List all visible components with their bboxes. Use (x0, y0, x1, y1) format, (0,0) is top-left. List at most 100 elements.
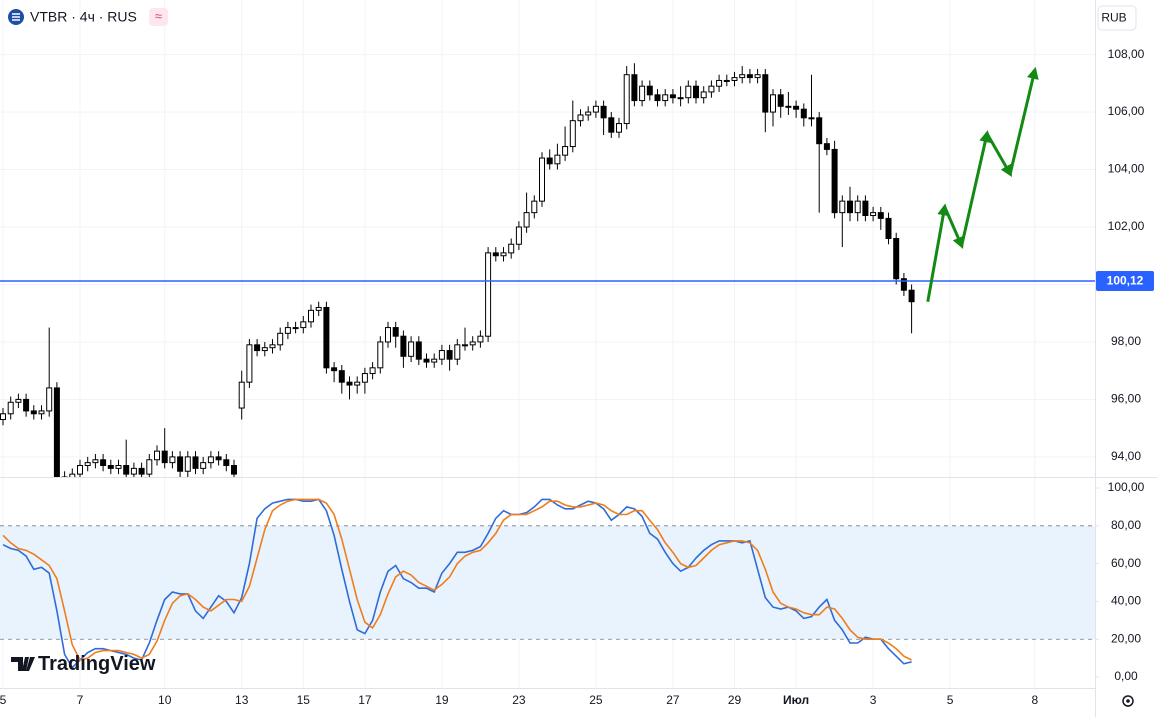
y2-tick-label: 100,00 (1108, 480, 1145, 494)
candle-body (746, 74, 753, 79)
candle-body (808, 117, 815, 120)
x-tick-label: 5 (947, 693, 954, 707)
candle-body (693, 85, 699, 99)
candle-body (477, 335, 484, 343)
candle-body (669, 94, 676, 99)
candle-body (800, 108, 807, 119)
candle-body (562, 146, 569, 156)
y-tick-label: 106,00 (1108, 104, 1145, 118)
x-tick-label: 17 (358, 693, 372, 707)
candle-body (277, 332, 284, 346)
candle-body (100, 459, 107, 467)
candle-body (377, 341, 384, 369)
candle-body (500, 252, 507, 257)
candle-body (754, 74, 761, 79)
oscillator-pane (0, 498, 1095, 669)
y2-tick-label: 80,00 (1111, 518, 1141, 532)
watermark: TradingView (38, 653, 156, 675)
logo-mark (11, 657, 35, 671)
candle-body (662, 94, 669, 102)
candle-body (146, 459, 153, 475)
candle-body (893, 238, 900, 280)
candle-body (323, 306, 330, 369)
currency-button[interactable] (1097, 5, 1137, 31)
candle-body (207, 456, 214, 464)
candle-body (531, 200, 538, 214)
candle-body (53, 387, 60, 477)
candle-body (408, 341, 415, 357)
candle-body (685, 85, 692, 99)
candle-body (30, 410, 37, 415)
candle-body (46, 387, 53, 412)
oscillator-line (2, 498, 912, 661)
candle-body (84, 462, 91, 467)
candle-body (92, 459, 99, 464)
x-tick-label: 13 (235, 693, 249, 707)
candle-body (546, 157, 553, 165)
candle-body (554, 154, 561, 165)
candle-body (38, 410, 45, 415)
candle-body (123, 465, 130, 475)
candle-body (423, 358, 430, 363)
candle-body (785, 105, 792, 108)
candle-body (839, 200, 846, 214)
candle-body (508, 243, 515, 254)
candle-body (708, 85, 715, 93)
y2-tick-label: 0,00 (1114, 669, 1138, 683)
candle-body (492, 252, 499, 257)
candle-body (0, 413, 6, 421)
candle-body (338, 370, 345, 383)
status-icon: ≈ (155, 8, 162, 23)
candle-body (431, 358, 438, 363)
forecast-arrow (960, 130, 992, 247)
settings-icon[interactable] (1122, 695, 1134, 707)
candle-body (469, 341, 476, 346)
y-tick-label: 104,00 (1108, 162, 1145, 176)
candle-body (223, 459, 230, 467)
candle-body (269, 344, 276, 349)
candle-body (731, 77, 738, 81)
candle-body (300, 321, 307, 329)
x-tick-label: 15 (297, 693, 311, 707)
candle-body (215, 456, 222, 461)
candle-body (831, 148, 838, 214)
y2-tick-label: 40,00 (1111, 594, 1141, 608)
candle-body (415, 341, 422, 360)
candle-body (177, 456, 184, 472)
candle-body (354, 381, 361, 386)
candle-body (346, 381, 353, 386)
candle-body (438, 350, 445, 360)
candle-body (592, 105, 599, 113)
candle-body (485, 252, 492, 337)
candle-body (331, 367, 338, 372)
last-price-box (1096, 271, 1154, 292)
candle-body (7, 401, 14, 415)
y-tick-label: 108,00 (1108, 47, 1145, 61)
candle-body (169, 456, 176, 464)
x-tick-label: 29 (728, 693, 742, 707)
candle-body (639, 85, 646, 102)
candle-body (723, 79, 730, 82)
candle-body (716, 79, 723, 87)
x-tick-label: Июл (783, 693, 809, 707)
candle-body (107, 465, 114, 469)
y-tick-label: 96,00 (1111, 392, 1141, 406)
symbol-title[interactable]: VTBR · 4ч · RUS (30, 9, 137, 25)
candle-body (261, 347, 268, 352)
x-tick-label: 5 (0, 693, 7, 707)
candle-body (200, 462, 207, 469)
candle-body (385, 327, 391, 343)
candle-body (908, 289, 915, 303)
candle-body (15, 398, 22, 403)
candle-body (616, 123, 622, 133)
status-badge[interactable] (149, 8, 168, 26)
candle-body (400, 335, 407, 357)
y-tick-label: 98,00 (1111, 334, 1141, 348)
y2-tick-label: 20,00 (1111, 631, 1141, 645)
candle-body (284, 327, 291, 334)
candle-body (161, 450, 168, 464)
candle-body (777, 94, 784, 107)
forecast-arrow (985, 132, 1012, 177)
